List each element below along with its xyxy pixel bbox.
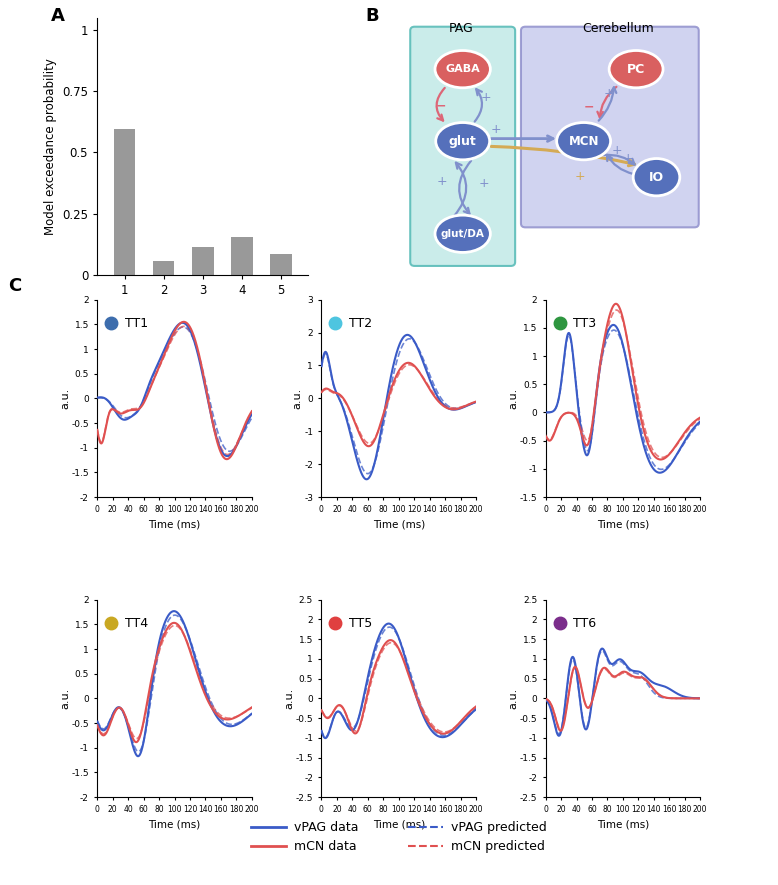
Text: +: + — [478, 178, 489, 190]
Text: +: + — [437, 175, 447, 188]
Bar — [192, 247, 213, 275]
X-axis label: Model #: Model # — [175, 303, 230, 316]
Y-axis label: a.u.: a.u. — [60, 688, 70, 709]
Text: glut/DA: glut/DA — [441, 229, 485, 239]
Text: Cerebellum: Cerebellum — [583, 21, 654, 35]
Text: A: A — [51, 7, 65, 26]
Text: IO: IO — [649, 171, 664, 184]
Bar — [231, 237, 253, 275]
Text: B: B — [365, 7, 379, 26]
FancyBboxPatch shape — [521, 27, 699, 227]
Y-axis label: Model exceedance probability: Model exceedance probability — [44, 58, 57, 235]
Text: −: − — [584, 100, 594, 113]
Text: MCN: MCN — [569, 135, 599, 148]
Text: TT6: TT6 — [573, 617, 597, 630]
Text: PC: PC — [627, 63, 645, 75]
X-axis label: Time (ms): Time (ms) — [149, 820, 201, 830]
X-axis label: Time (ms): Time (ms) — [149, 520, 201, 530]
Bar — [114, 129, 135, 275]
X-axis label: Time (ms): Time (ms) — [597, 820, 649, 830]
Ellipse shape — [557, 122, 611, 160]
Bar — [270, 254, 292, 275]
Ellipse shape — [435, 215, 490, 252]
Y-axis label: a.u.: a.u. — [508, 688, 518, 709]
Text: +: + — [490, 124, 501, 136]
Ellipse shape — [633, 158, 680, 196]
Text: +: + — [481, 91, 492, 104]
Text: +: + — [612, 144, 622, 157]
Text: TT1: TT1 — [125, 317, 148, 330]
Text: −: − — [436, 99, 447, 112]
Text: PAG: PAG — [449, 21, 474, 35]
X-axis label: Time (ms): Time (ms) — [373, 820, 425, 830]
Text: TT2: TT2 — [349, 317, 373, 330]
Y-axis label: a.u.: a.u. — [284, 688, 294, 709]
Ellipse shape — [436, 122, 489, 160]
Text: +: + — [574, 170, 585, 183]
Y-axis label: a.u.: a.u. — [508, 388, 518, 409]
Y-axis label: a.u.: a.u. — [293, 388, 303, 409]
FancyBboxPatch shape — [410, 27, 515, 266]
Y-axis label: a.u.: a.u. — [60, 388, 70, 409]
Text: C: C — [8, 277, 21, 296]
Bar — [153, 261, 174, 275]
Ellipse shape — [609, 50, 663, 88]
Ellipse shape — [435, 50, 490, 88]
Text: TT3: TT3 — [573, 317, 597, 330]
Text: TT5: TT5 — [349, 617, 373, 630]
Text: TT4: TT4 — [125, 617, 148, 630]
Text: glut: glut — [449, 135, 477, 148]
Legend: vPAG data, mCN data, vPAG predicted, mCN predicted: vPAG data, mCN data, vPAG predicted, mCN… — [246, 816, 552, 858]
X-axis label: Time (ms): Time (ms) — [373, 520, 425, 530]
Text: GABA: GABA — [445, 64, 480, 74]
X-axis label: Time (ms): Time (ms) — [597, 520, 649, 530]
Text: +: + — [604, 88, 615, 100]
Text: +: + — [623, 151, 633, 165]
